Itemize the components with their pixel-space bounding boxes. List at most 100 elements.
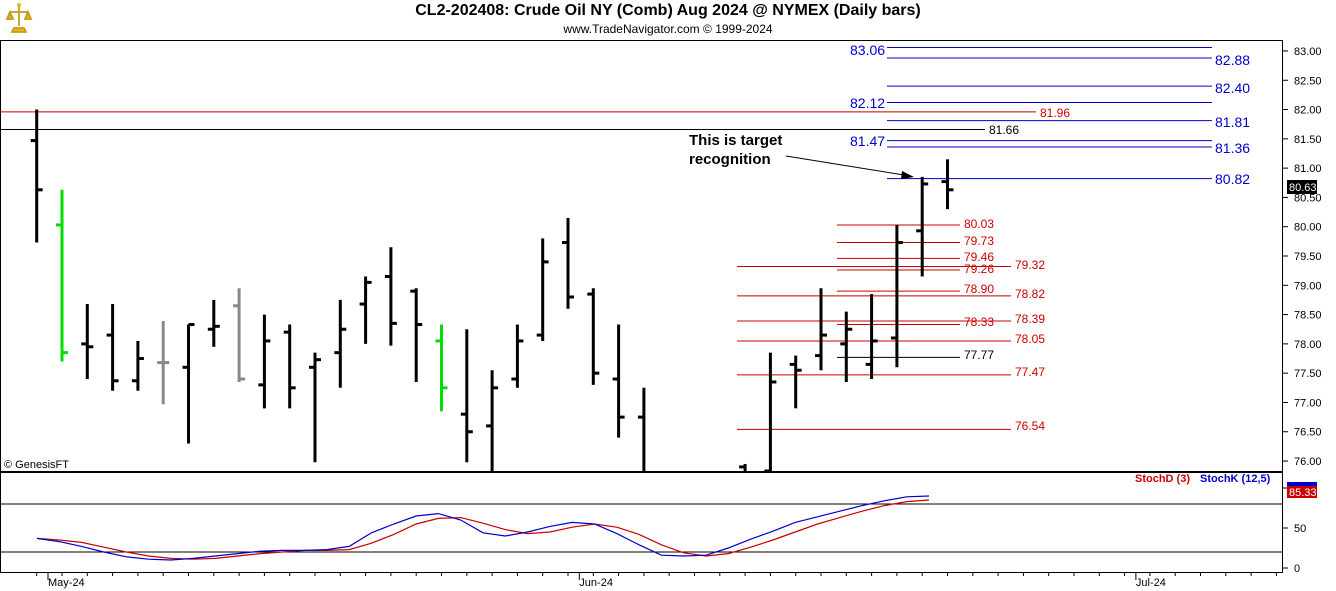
price-tick-label: 77.50 <box>1294 368 1322 380</box>
price-tick-label: 81.50 <box>1294 134 1322 146</box>
levels-layer: 83.06 82.88 82.40 82.12 81.96 81.81 81.66 81.47… <box>0 42 1250 433</box>
price-tick-label: 82.00 <box>1294 105 1322 117</box>
chart-subtitle: www.TradeNavigator.com © 1999-2024 <box>563 22 773 36</box>
price-tick-label: 76.50 <box>1294 427 1322 439</box>
price-tick-label: 83.00 <box>1294 46 1322 58</box>
level-label: 79.26 <box>964 262 994 276</box>
ohlc-bar <box>916 176 929 277</box>
level-label: 81.36 <box>1215 140 1250 156</box>
stoch-last-box-blue <box>1287 482 1317 489</box>
ohlc-bar <box>30 109 43 243</box>
annotation-arrow-line <box>785 155 905 176</box>
stoch-last-value: 85.33 <box>1289 487 1317 499</box>
price-tick-label: 79.50 <box>1294 251 1322 263</box>
ohlc-bar <box>764 352 777 473</box>
stochk-line <box>36 495 930 561</box>
level-label: 79.73 <box>964 234 994 248</box>
level-label: 78.39 <box>1015 312 1045 326</box>
level-label: 78.82 <box>1015 287 1045 301</box>
ohlc-bar <box>283 324 296 409</box>
price-panel-border <box>0 40 1283 472</box>
level-label: 76.54 <box>1015 419 1045 433</box>
last-price-box <box>1287 180 1317 194</box>
ohlc-bar <box>258 314 271 409</box>
price-tick-label: 77.00 <box>1294 397 1322 409</box>
stoch-tick-label: 50 <box>1294 523 1306 535</box>
level-label: 82.12 <box>850 95 885 111</box>
level-label: 83.06 <box>850 42 885 58</box>
ohlc-bar <box>182 323 195 444</box>
ohlc-bar <box>789 355 802 409</box>
ohlc-bar <box>309 352 321 463</box>
level-label: 77.47 <box>1015 365 1045 379</box>
gold-logo-icon <box>5 3 33 33</box>
level-label: 79.32 <box>1015 258 1045 272</box>
last-price-label: 80.63 <box>1289 182 1317 194</box>
ohlc-bar <box>637 387 646 471</box>
level-label: 81.96 <box>1040 106 1070 120</box>
level-label: 78.05 <box>1015 332 1045 346</box>
stochastic-layer: 100500 <box>1 483 1312 575</box>
ohlc-bar <box>562 217 574 309</box>
price-tick-label: 78.50 <box>1294 310 1322 322</box>
level-label: 82.40 <box>1215 80 1250 96</box>
stochd-line <box>36 499 930 560</box>
ohlc-bar <box>739 463 747 471</box>
price-tick-label: 82.50 <box>1294 75 1322 87</box>
price-tick-label: 79.00 <box>1294 280 1322 292</box>
date-label: Jun-24 <box>579 577 613 589</box>
ohlc-bar <box>511 324 524 388</box>
ohlc-bar <box>865 294 878 380</box>
ohlc-bar <box>131 340 144 391</box>
level-label: 81.81 <box>1215 114 1250 130</box>
level-label: 82.88 <box>1215 52 1250 68</box>
annotation-line-1: This is target <box>689 132 782 149</box>
ohlc-bar <box>106 304 119 391</box>
level-label: 80.03 <box>964 217 994 231</box>
stoch-tick-label: 0 <box>1294 563 1300 575</box>
ohlc-bar <box>460 329 473 463</box>
price-tick-label: 80.00 <box>1294 222 1322 234</box>
ohlc-bar <box>587 288 600 385</box>
price-tick-label: 81.00 <box>1294 163 1322 175</box>
date-label: May-24 <box>48 577 85 589</box>
ohlc-bar <box>941 159 954 210</box>
bars-layer <box>30 109 954 473</box>
ohlc-bar <box>536 238 549 341</box>
ohlc-bar <box>384 247 397 346</box>
price-axis: 83.00 82.50 82.00 81.50 81.00 80.50 80.00 79.50… <box>1283 46 1322 468</box>
price-tick-label: 78.00 <box>1294 339 1322 351</box>
chart-title: CL2-202408: Crude Oil NY (Comb) Aug 2024… <box>415 2 921 19</box>
ohlc-bar <box>815 288 827 371</box>
ohlc-bar <box>81 304 94 380</box>
level-label: 77.77 <box>964 348 994 362</box>
ohlc-bar <box>334 299 347 388</box>
price-tick-label: 76.00 <box>1294 456 1322 468</box>
stochk-legend: StochK (12,5) <box>1200 473 1271 485</box>
ohlc-bar <box>486 370 499 471</box>
level-label: 81.47 <box>850 133 885 149</box>
price-tick-label: 80.50 <box>1294 192 1322 204</box>
ohlc-bar <box>157 321 170 405</box>
level-label: 78.90 <box>964 282 994 296</box>
stochastic-panel-border <box>0 472 1283 573</box>
level-label: 78.33 <box>964 315 994 329</box>
date-axis: May-24 Jun-24 Jul-24 <box>36 572 1277 589</box>
ohlc-bar <box>207 299 220 347</box>
genesis-credit: © GenesisFT <box>4 459 69 471</box>
ohlc-bar <box>56 189 68 362</box>
date-label: Jul-24 <box>1136 577 1166 589</box>
stoch-last-box-red <box>1287 486 1317 498</box>
ohlc-bar <box>435 324 448 412</box>
level-label: 81.66 <box>989 123 1019 137</box>
level-label: 80.82 <box>1215 171 1250 187</box>
annotation-arrowhead-icon <box>901 171 914 179</box>
ohlc-bar <box>890 224 903 368</box>
level-label: 79.46 <box>964 250 994 264</box>
stochd-legend: StochD (3) <box>1135 473 1190 485</box>
annotation-line-2: recognition <box>689 151 771 168</box>
ohlc-bar <box>612 324 625 438</box>
ohlc-bar <box>233 288 246 382</box>
